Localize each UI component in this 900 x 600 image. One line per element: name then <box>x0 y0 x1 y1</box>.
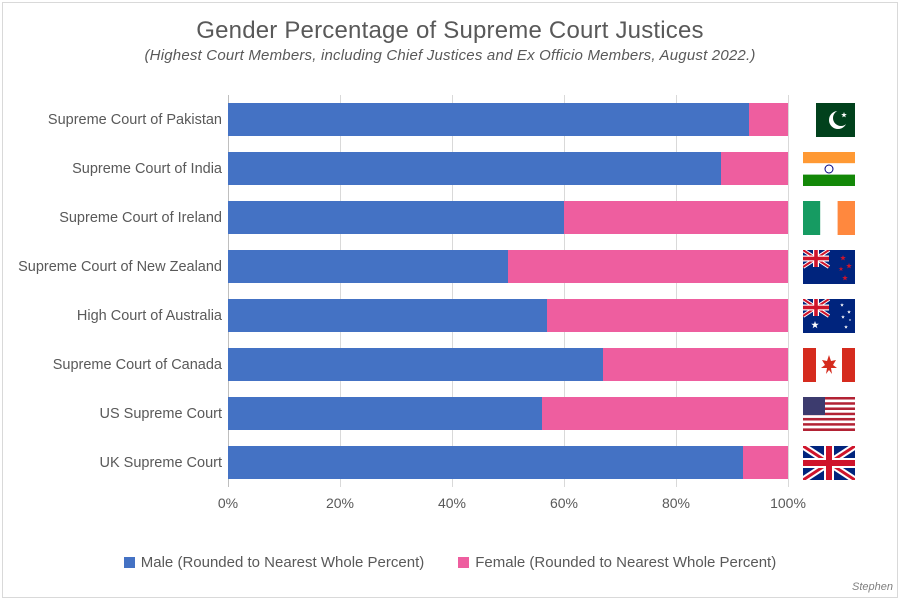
category-label: Supreme Court of Pakistan <box>2 112 222 128</box>
chart-subtitle: (Highest Court Members, including Chief … <box>3 47 897 64</box>
bar-segment-female <box>508 250 788 283</box>
bar-segment-male <box>228 103 749 136</box>
plot-area: 0%20%40%60%80%100%Supreme Court of Pakis… <box>228 95 788 515</box>
bar-segment-female <box>603 348 788 381</box>
x-axis-label: 0% <box>218 495 238 511</box>
bar-segment-female <box>547 299 788 332</box>
flag-icon-gb <box>803 446 855 480</box>
category-label: High Court of Australia <box>2 308 222 324</box>
chart-frame: Gender Percentage of Supreme Court Justi… <box>2 2 898 598</box>
flag-icon-ie <box>803 201 855 235</box>
bar-row: US Supreme Court <box>228 389 788 438</box>
flag-icon-us <box>803 397 855 431</box>
flag-icon-nz <box>803 250 855 284</box>
flag-icon-au <box>803 299 855 333</box>
bar-segment-female <box>721 152 788 185</box>
legend: Male (Rounded to Nearest Whole Percent) … <box>3 554 897 571</box>
flag-icon-pk <box>803 103 855 137</box>
bar-segment-male <box>228 152 721 185</box>
bar-segment-male <box>228 348 603 381</box>
bar-segment-male <box>228 299 547 332</box>
bar-row: High Court of Australia <box>228 291 788 340</box>
x-axis-label: 80% <box>662 495 690 511</box>
bar-segment-female <box>749 103 788 136</box>
category-label: UK Supreme Court <box>2 455 222 471</box>
bar-row: Supreme Court of New Zealand <box>228 242 788 291</box>
gridline <box>788 95 789 487</box>
x-axis-label: 60% <box>550 495 578 511</box>
category-label: Supreme Court of Canada <box>2 357 222 373</box>
legend-male: Male (Rounded to Nearest Whole Percent) <box>124 554 424 571</box>
category-label: Supreme Court of Ireland <box>2 210 222 226</box>
category-label: Supreme Court of India <box>2 161 222 177</box>
legend-female: Female (Rounded to Nearest Whole Percent… <box>458 554 776 571</box>
flag-icon-ca <box>803 348 855 382</box>
bar-row: UK Supreme Court <box>228 438 788 487</box>
credit-text: Stephen <box>852 581 893 593</box>
bar-segment-male <box>228 446 743 479</box>
category-label: Supreme Court of New Zealand <box>2 259 222 275</box>
bar-segment-female <box>542 397 788 430</box>
bar-segment-female <box>743 446 788 479</box>
chart-title: Gender Percentage of Supreme Court Justi… <box>3 17 897 45</box>
legend-swatch-male <box>124 557 135 568</box>
bar-segment-female <box>564 201 788 234</box>
x-axis-label: 20% <box>326 495 354 511</box>
flag-icon-in <box>803 152 855 186</box>
bar-segment-male <box>228 397 542 430</box>
legend-label-male: Male (Rounded to Nearest Whole Percent) <box>141 554 424 571</box>
bar-segment-male <box>228 201 564 234</box>
legend-swatch-female <box>458 557 469 568</box>
x-axis-label: 40% <box>438 495 466 511</box>
bar-row: Supreme Court of India <box>228 144 788 193</box>
category-label: US Supreme Court <box>2 406 222 422</box>
bar-row: Supreme Court of Pakistan <box>228 95 788 144</box>
legend-label-female: Female (Rounded to Nearest Whole Percent… <box>475 554 776 571</box>
x-axis-label: 100% <box>770 495 806 511</box>
bar-row: Supreme Court of Ireland <box>228 193 788 242</box>
bar-segment-male <box>228 250 508 283</box>
bar-row: Supreme Court of Canada <box>228 340 788 389</box>
